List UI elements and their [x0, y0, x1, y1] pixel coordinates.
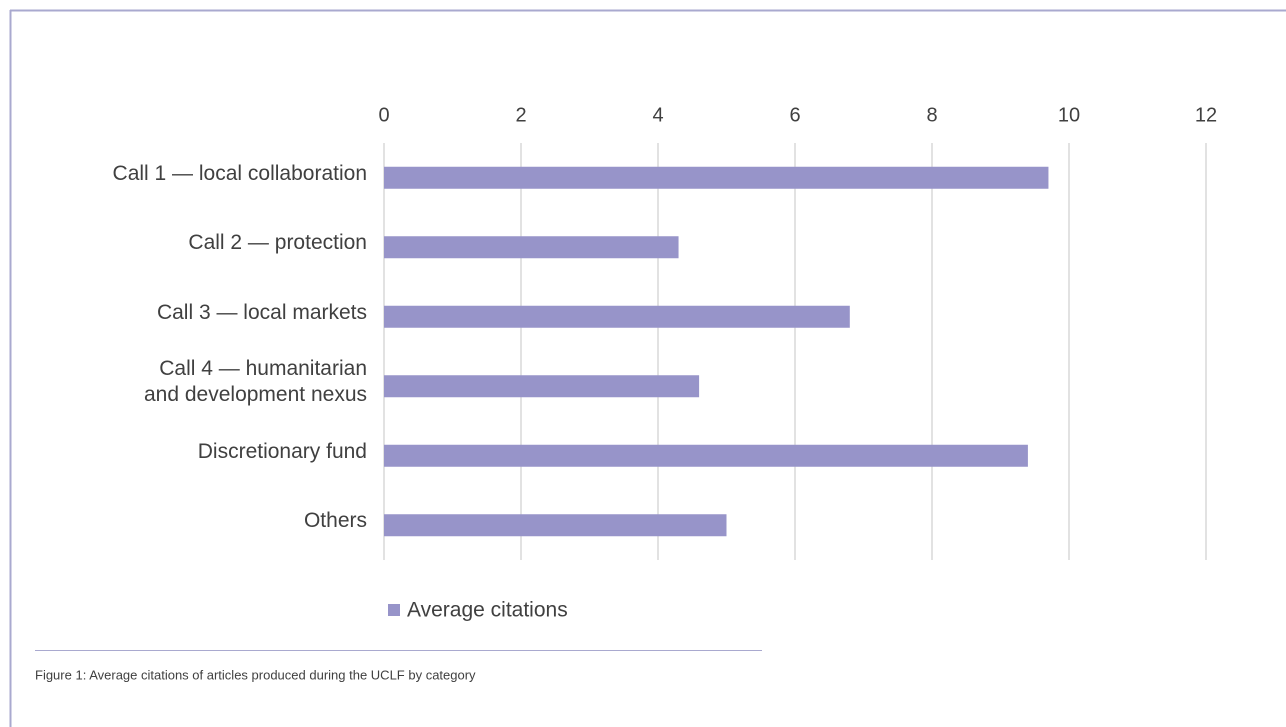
category-label: Call 2 — protection [188, 231, 367, 255]
category-label: Call 4 — humanitarian and development ne… [144, 357, 367, 407]
x-tick-label: 2 [515, 104, 526, 126]
category-label: Others [303, 509, 367, 533]
bar [384, 514, 727, 537]
category-label: Call 1 — local collaboration [112, 161, 367, 185]
x-tick-label: 12 [1195, 104, 1217, 126]
bar [384, 236, 679, 259]
legend-swatch [388, 604, 400, 616]
x-tick-label: 8 [926, 104, 937, 126]
bar [384, 444, 1028, 467]
x-tick-label: 10 [1058, 104, 1080, 126]
x-tick-label: 6 [789, 104, 800, 126]
category-label: Call 3 — local markets [156, 300, 367, 324]
bar [384, 375, 700, 398]
bar [384, 166, 1049, 189]
x-tick-label: 0 [378, 104, 389, 126]
caption: Figure 1: Average citations of articles … [35, 667, 476, 682]
legend-label: Average citations [407, 599, 568, 622]
bar [384, 305, 850, 328]
category-label: Discretionary fund [197, 439, 367, 463]
x-tick-label: 4 [652, 104, 663, 126]
